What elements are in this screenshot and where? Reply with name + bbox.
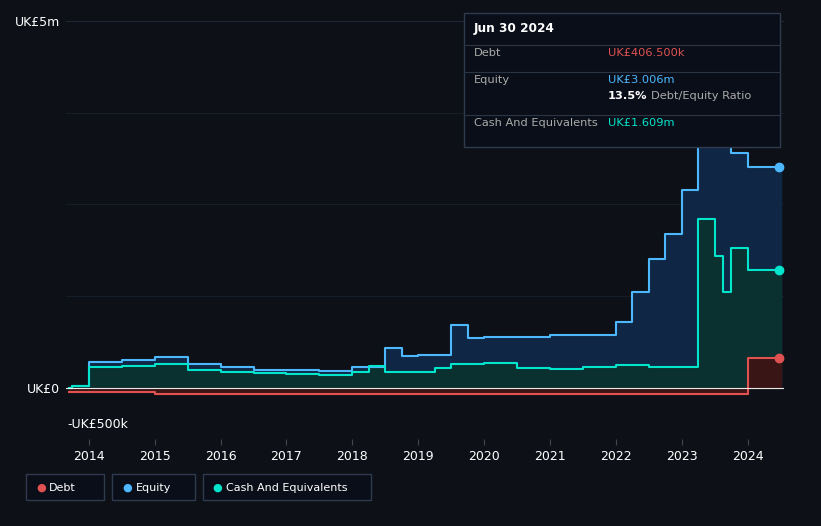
Text: ●: ●	[122, 482, 132, 493]
Text: Equity: Equity	[474, 75, 510, 85]
Text: -UK£500k: -UK£500k	[67, 418, 128, 431]
Text: UK£1.609m: UK£1.609m	[608, 117, 674, 127]
Text: UK£3.006m: UK£3.006m	[608, 75, 674, 85]
Text: 13.5%: 13.5%	[608, 91, 647, 101]
Text: Debt: Debt	[49, 482, 76, 493]
Text: ●: ●	[213, 482, 222, 493]
Text: Cash And Equivalents: Cash And Equivalents	[226, 482, 347, 493]
Text: Cash And Equivalents: Cash And Equivalents	[474, 117, 598, 127]
Text: Debt: Debt	[474, 48, 501, 58]
Text: Equity: Equity	[135, 482, 171, 493]
Text: Jun 30 2024: Jun 30 2024	[474, 22, 555, 35]
Text: ●: ●	[36, 482, 46, 493]
Text: Debt/Equity Ratio: Debt/Equity Ratio	[651, 91, 751, 101]
Text: UK£406.500k: UK£406.500k	[608, 48, 684, 58]
